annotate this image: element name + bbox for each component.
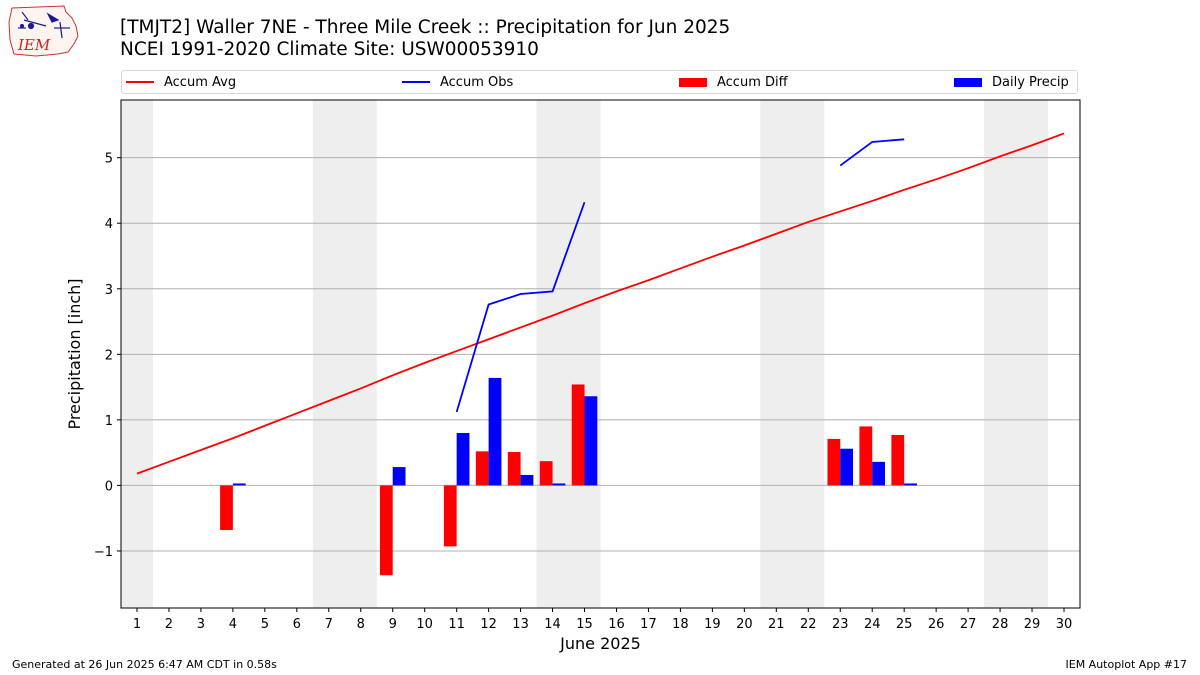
daily-precip-bar-day-15 [584,396,598,486]
accum-avg-line-0 [136,132,1065,475]
daily-precip-bar-day-9 [392,467,406,486]
accum-diff-bar-day-13 [507,451,521,486]
chart-title-line1: [TMJT2] Waller 7NE - Three Mile Creek ::… [120,17,731,38]
x-tick-label-28: 28 [992,617,1009,632]
x-tick-label-10: 10 [416,617,433,632]
x-tick-label-3: 3 [197,617,205,632]
iem-logo-graphic: IEM [8,5,79,57]
x-tick-label-1: 1 [133,617,141,632]
x-tick-label-27: 27 [960,617,977,632]
x-tick-label-24: 24 [864,617,881,632]
x-tick-label-13: 13 [512,617,529,632]
x-tick-label-17: 17 [640,617,657,632]
accum-diff-bar-day-11 [443,485,457,547]
x-tick-label-20: 20 [736,617,753,632]
x-tick-label-18: 18 [672,617,689,632]
legend-accum-diff-label: Accum Diff [717,74,788,90]
x-tick-label-25: 25 [896,617,913,632]
x-tick-label-26: 26 [928,617,945,632]
daily-precip-bar-day-24 [872,461,886,486]
y-tick-label-4: 4 [105,217,113,232]
daily-precip-bar-day-25 [904,483,917,486]
legend-accum-diff-swatch [679,77,707,87]
daily-precip-bar-day-23 [840,448,854,486]
y-tick-label-0: 0 [105,479,113,494]
x-tick-label-5: 5 [261,617,269,632]
x-tick-label-16: 16 [608,617,625,632]
accum-diff-bar-day-23 [827,438,841,486]
legend-accum-avg-swatch [126,81,154,83]
accum-diff-bar-day-24 [859,426,873,486]
accum-diff-bar-day-12 [475,451,489,486]
y-tick-label-3: 3 [105,283,113,298]
legend-accum-obs: Accum Obs [402,71,513,93]
legend-daily-precip-swatch [954,77,982,87]
x-tick-label-29: 29 [1024,617,1041,632]
autoplot-app-label: IEM Autoplot App #17 [1065,658,1188,671]
legend-accum-obs-swatch [402,81,430,83]
x-tick-label-15: 15 [576,617,593,632]
y-tick-label--1: −1 [94,545,113,560]
svg-text:IEM: IEM [17,36,51,54]
x-tick-label-30: 30 [1056,617,1073,632]
x-tick-label-23: 23 [832,617,849,632]
chart-title: [TMJT2] Waller 7NE - Three Mile Creek ::… [120,17,730,61]
chart-legend: Accum Avg Accum Obs Accum Diff Daily Pre… [121,70,1078,94]
accum-diff-bar-day-25 [891,434,905,486]
legend-accum-avg: Accum Avg [126,71,236,93]
accum-diff-bar-day-14 [539,461,553,486]
accum-diff-bar-day-15 [571,384,585,486]
x-tick-label-9: 9 [389,617,397,632]
x-axis-label: June 2025 [559,634,641,653]
x-tick-label-4: 4 [229,617,237,632]
legend-accum-diff: Accum Diff [679,71,788,93]
x-tick-label-19: 19 [704,617,721,632]
legend-daily-precip-label: Daily Precip [992,74,1069,90]
legend-accum-avg-label: Accum Avg [164,74,237,90]
daily-precip-bar-day-11 [456,432,470,486]
accum-obs-line-1 [839,138,905,167]
y-tick-label-1: 1 [105,414,113,429]
x-tick-label-11: 11 [448,617,465,632]
accum-diff-bar-day-4 [220,485,233,530]
y-axis-label: Precipitation [inch] [65,278,84,429]
y-tick-label-5: 5 [105,152,113,167]
x-tick-label-7: 7 [325,617,333,632]
accum-diff-bar-day-9 [379,485,393,576]
x-tick-label-12: 12 [480,617,497,632]
x-tick-label-6: 6 [293,617,301,632]
x-tick-label-14: 14 [544,617,561,632]
daily-precip-bar-day-13 [520,474,534,486]
x-tick-label-21: 21 [768,617,785,632]
chart-title-line2: NCEI 1991-2020 Climate Site: USW00053910 [120,39,539,60]
accum-obs-line-0 [455,201,586,413]
x-tick-label-22: 22 [800,617,817,632]
daily-precip-bar-day-12 [488,377,502,486]
iem-logo: IEM [6,4,82,60]
daily-precip-bar-day-14 [552,483,566,486]
legend-daily-precip: Daily Precip [954,71,1069,93]
legend-accum-obs-label: Accum Obs [440,74,514,90]
x-tick-label-2: 2 [165,617,173,632]
x-tick-label-8: 8 [357,617,365,632]
generated-timestamp: Generated at 26 Jun 2025 6:47 AM CDT in … [12,658,277,671]
y-tick-label-2: 2 [105,348,113,363]
daily-precip-bar-day-4 [232,483,246,486]
